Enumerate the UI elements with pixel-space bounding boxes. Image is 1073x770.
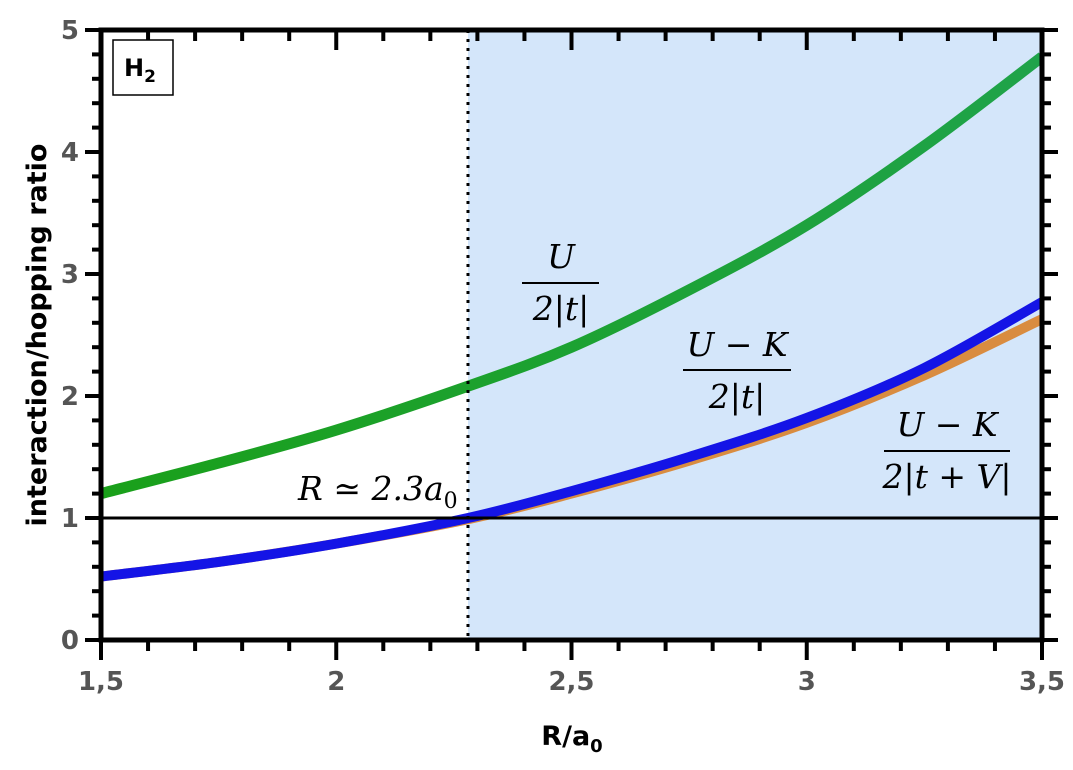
x-tick-label: 2 [327,667,345,697]
y-tick-label: 5 [61,16,79,46]
series-label-orange: U − K 2|t + V| [882,405,1012,496]
series-label-blue-num: U − K [686,325,789,364]
series-line-green [101,52,1042,499]
svg-text:H2: H2 [124,54,156,87]
series-line-blue [101,297,1042,582]
threshold-label: R ≃ 2.3a0 [297,469,458,514]
y-tick-label: 4 [61,138,79,168]
x-axis-title: R/a0 [541,721,602,757]
y-tick-label: 1 [61,504,79,534]
panel-label-box: H2 [112,39,174,96]
series-label-green: U 2|t| [522,237,599,328]
x-axis-title-main: R/a [541,721,590,752]
y-tick-label: 0 [61,626,79,656]
x-tick-label: 3 [798,667,816,697]
x-tick-label: 2,5 [548,667,594,697]
x-tick-label: 1,5 [78,667,124,697]
series-label-orange-num: U − K [896,405,999,444]
series-label-blue-den: 2|t| [708,377,766,416]
x-axis-title-sub: 0 [590,736,603,757]
x-tick-label: 3,5 [1019,667,1065,697]
series-label-blue: U − K 2|t| [683,325,791,416]
threshold-label-text: R ≃ 2.3a [297,469,444,508]
panel-label-sub: 2 [144,67,156,87]
series-label-green-num: U [547,237,576,276]
series-label-green-den: 2|t| [532,289,590,328]
y-tick-label: 2 [61,382,79,412]
y-axis-title: interaction/hopping ratio [22,144,53,527]
panel-label: H [124,54,144,82]
y-tick-label: 3 [61,260,79,290]
series-label-orange-den: 2|t + V| [882,457,1012,496]
threshold-label-sub: 0 [444,489,458,514]
